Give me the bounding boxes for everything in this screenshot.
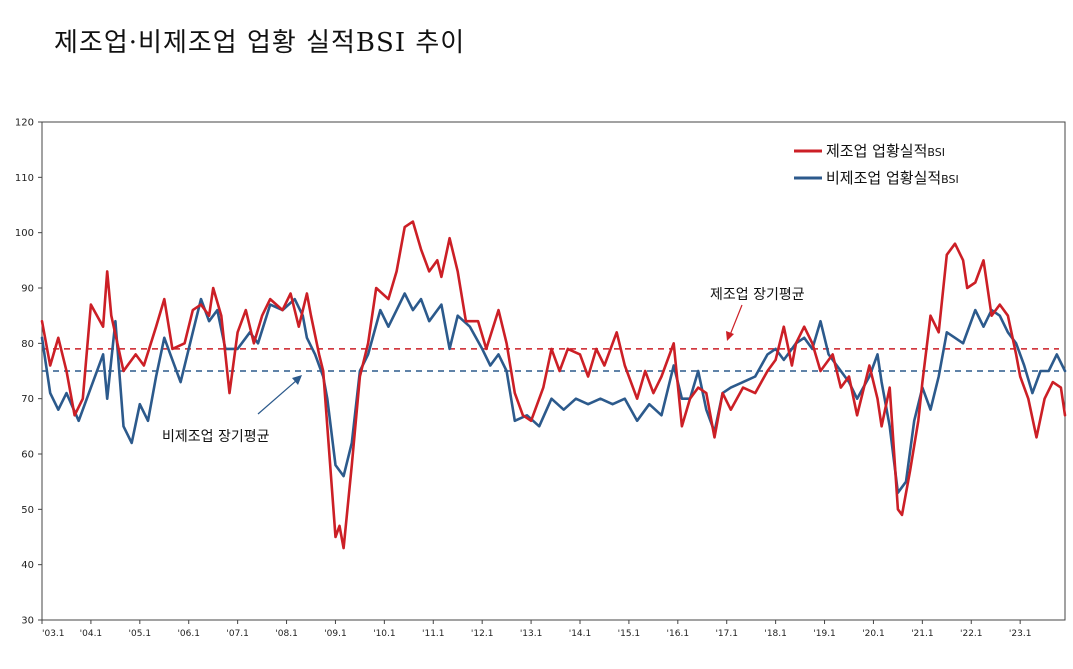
annotation-arrowhead-nonmanufacturing — [292, 375, 302, 385]
y-tick-label: 30 — [21, 616, 34, 627]
y-tick-label: 90 — [21, 284, 34, 295]
x-tick-label: '17.1 — [715, 629, 738, 639]
x-tick-label: '09.1 — [324, 629, 347, 639]
x-tick-label: '14.1 — [569, 629, 592, 639]
x-tick-label: '03.1 — [42, 629, 65, 639]
y-tick-label: 80 — [21, 339, 34, 350]
annotation-label-manufacturing: 제조업 장기평균 — [710, 287, 805, 303]
x-tick-label: '23.1 — [1009, 629, 1032, 639]
y-tick-label: 100 — [15, 228, 34, 239]
y-tick-label: 60 — [21, 450, 34, 461]
x-tick-label: '11.1 — [422, 629, 445, 639]
x-tick-label: '20.1 — [862, 629, 885, 639]
y-tick-label: 120 — [15, 118, 34, 129]
y-tick-label: 50 — [21, 505, 34, 516]
annotation-arrowhead-manufacturing — [726, 331, 734, 341]
legend: 제조업 업황실적BSI 비제조업 업황실적BSI — [794, 142, 959, 187]
series-lines — [40, 220, 1067, 550]
x-tick-label: '21.1 — [911, 629, 934, 639]
x-tick-label: '07.1 — [226, 629, 249, 639]
x-tick-label: '06.1 — [177, 629, 200, 639]
y-tick-label: 70 — [21, 394, 34, 405]
x-tick-label: '08.1 — [275, 629, 298, 639]
annotation-nonmanufacturing-average: 비제조업 장기평균 — [162, 375, 302, 445]
annotation-arrow-nonmanufacturing — [257, 379, 298, 415]
legend-label-manufacturing: 제조업 업황실적BSI — [826, 142, 945, 160]
x-tick-label: '19.1 — [813, 629, 836, 639]
page-title: 제조업·비제조업 업황 실적BSI 추이 — [54, 28, 466, 58]
legend-label-nonmanufacturing: 비제조업 업황실적BSI — [826, 169, 959, 187]
y-tick-label: 110 — [15, 173, 34, 184]
x-tick-label: '05.1 — [129, 629, 152, 639]
x-tick-label: '15.1 — [618, 629, 641, 639]
x-tick-label: '16.1 — [667, 629, 690, 639]
annotation-label-nonmanufacturing: 비제조업 장기평균 — [162, 429, 270, 445]
x-tick-label: '18.1 — [764, 629, 787, 639]
annotation-arrow-manufacturing — [729, 304, 743, 336]
x-tick-label: '13.1 — [520, 629, 543, 639]
x-tick-label: '12.1 — [471, 629, 494, 639]
x-tick-label: '22.1 — [960, 629, 983, 639]
x-tick-label: '10.1 — [373, 629, 396, 639]
y-tick-label: 40 — [21, 560, 34, 571]
annotation-manufacturing-average: 제조업 장기평균 — [710, 287, 805, 341]
manufacturing-line — [40, 220, 1067, 550]
x-tick-label: '04.1 — [80, 629, 103, 639]
axis-ticks: 30 40 50 60 70 80 90 100 110 120 '03.1 '04.1 '05.1 '0… — [15, 118, 1032, 640]
